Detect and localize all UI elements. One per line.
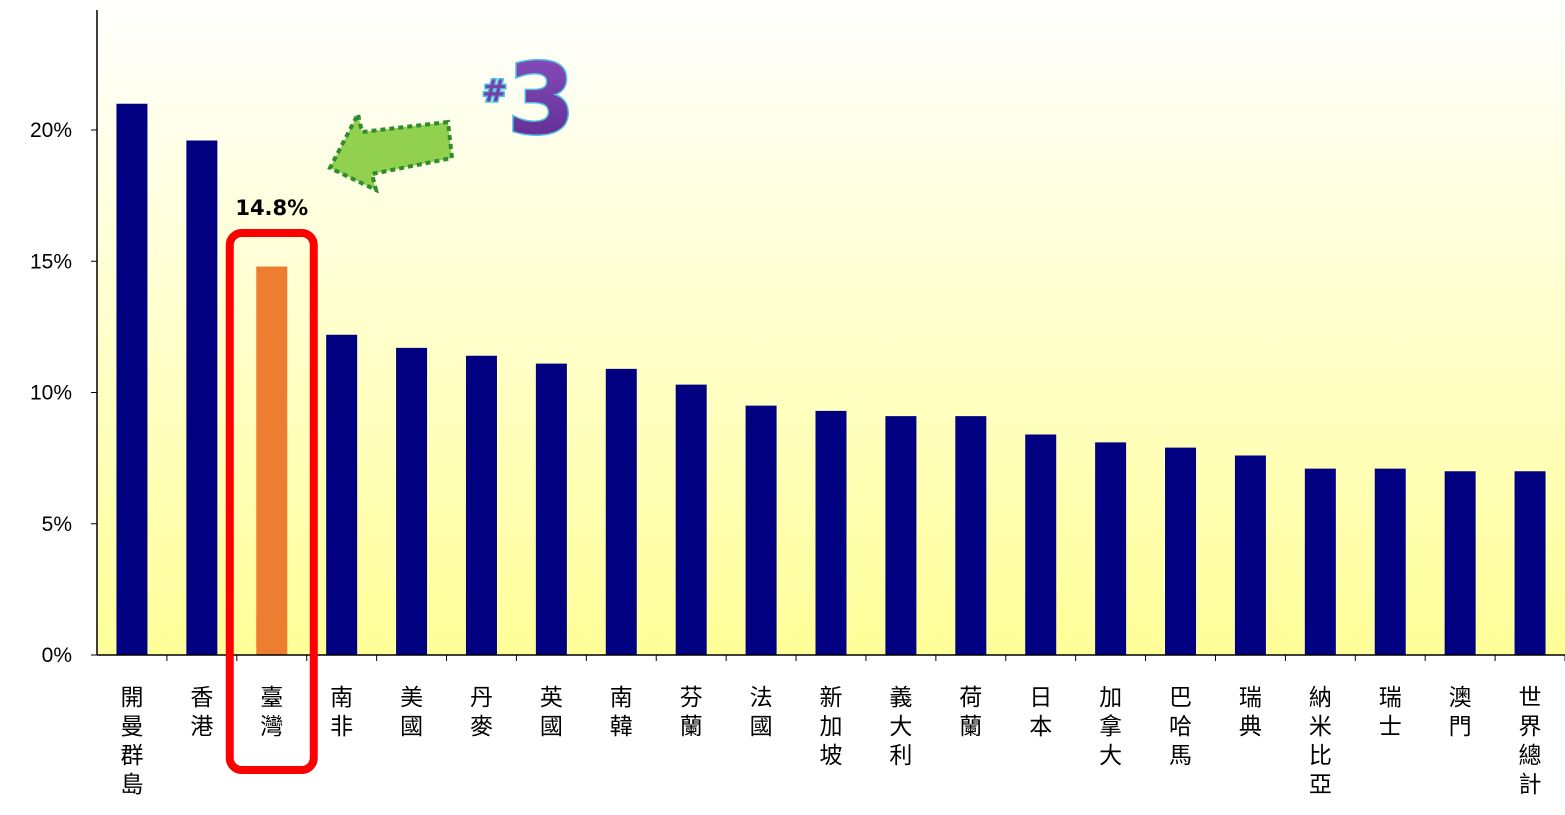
bar bbox=[675, 384, 707, 655]
x-tick-label: 荷蘭 bbox=[959, 685, 982, 740]
bar bbox=[396, 347, 428, 655]
x-tick-label: 南非 bbox=[330, 685, 353, 740]
x-tick-label: 香港 bbox=[190, 685, 213, 740]
bar bbox=[465, 355, 497, 655]
x-tick-label: 芬蘭 bbox=[680, 685, 703, 740]
bar bbox=[1234, 455, 1266, 655]
x-tick-label: 丹麥 bbox=[470, 685, 493, 740]
x-tick-label: 日本 bbox=[1029, 685, 1052, 740]
x-tick-label: 英國 bbox=[540, 685, 563, 740]
x-tick-label: 世界總計 bbox=[1519, 685, 1542, 798]
bar bbox=[116, 103, 148, 655]
y-tick-label: 15% bbox=[30, 250, 72, 273]
x-tick-label: 南韓 bbox=[610, 685, 633, 740]
x-tick-label: 加拿大 bbox=[1099, 685, 1122, 769]
bar bbox=[1444, 471, 1476, 655]
x-tick-label: 義大利 bbox=[889, 685, 912, 769]
bar bbox=[1304, 468, 1336, 655]
highlight-box bbox=[225, 229, 318, 774]
x-tick-label: 美國 bbox=[400, 685, 423, 740]
bar bbox=[1374, 468, 1406, 655]
bar bbox=[605, 368, 637, 655]
bar bbox=[1165, 447, 1197, 655]
bar bbox=[186, 140, 218, 655]
y-tick-label: 10% bbox=[30, 382, 72, 405]
bar bbox=[326, 334, 358, 655]
bar-highlight bbox=[256, 266, 288, 655]
x-tick-label: 瑞士 bbox=[1379, 685, 1402, 740]
x-tick-label: 新加坡 bbox=[820, 685, 843, 769]
x-tick-label: 法國 bbox=[750, 685, 773, 740]
bar bbox=[535, 363, 567, 655]
bar bbox=[955, 416, 987, 655]
x-tick-label: 瑞典 bbox=[1239, 685, 1262, 740]
arrow-left-icon bbox=[327, 108, 455, 194]
x-tick-label: 臺灣 bbox=[260, 685, 283, 740]
x-tick-label: 巴哈馬 bbox=[1169, 685, 1192, 769]
bar bbox=[1025, 434, 1057, 655]
y-tick-label: 20% bbox=[30, 119, 72, 142]
bar bbox=[1514, 471, 1546, 655]
highlight-value-label: 14.8% bbox=[235, 196, 308, 220]
x-tick-label: 澳門 bbox=[1449, 685, 1472, 740]
y-tick-label: 0% bbox=[42, 644, 72, 667]
bar bbox=[1095, 442, 1127, 655]
x-tick-label: 納米比亞 bbox=[1309, 685, 1332, 798]
rank-badge: #3 bbox=[482, 43, 575, 157]
x-tick-label: 開曼群島 bbox=[120, 685, 143, 798]
y-tick-label: 5% bbox=[42, 513, 72, 536]
bar bbox=[745, 405, 777, 655]
bar bbox=[815, 410, 847, 655]
bar bbox=[885, 416, 917, 655]
